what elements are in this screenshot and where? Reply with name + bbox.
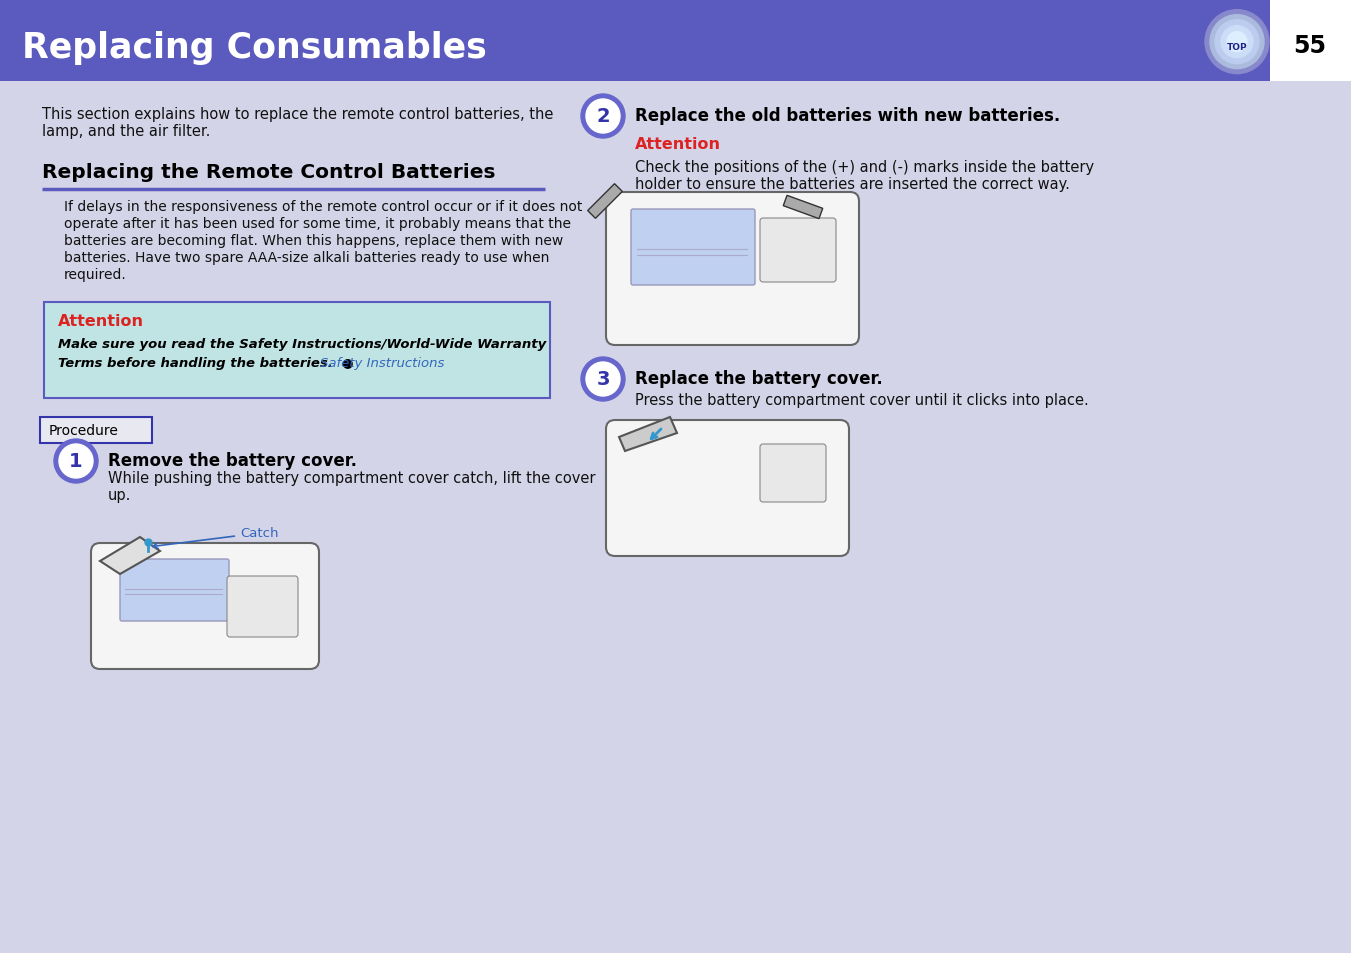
Text: Replacing the Remote Control Batteries: Replacing the Remote Control Batteries — [42, 163, 496, 182]
FancyBboxPatch shape — [41, 417, 153, 443]
Circle shape — [586, 363, 620, 396]
Polygon shape — [784, 196, 823, 219]
Circle shape — [54, 439, 99, 483]
FancyBboxPatch shape — [631, 210, 755, 286]
Bar — [0, 0, 1351, 82]
Circle shape — [1215, 21, 1259, 65]
Text: While pushing the battery compartment cover catch, lift the cover: While pushing the battery compartment co… — [108, 471, 596, 485]
Text: batteries. Have two spare AAA-size alkali batteries ready to use when: batteries. Have two spare AAA-size alkal… — [63, 251, 550, 265]
Text: Check the positions of the (+) and (-) marks inside the battery: Check the positions of the (+) and (-) m… — [635, 160, 1094, 174]
Circle shape — [1221, 27, 1252, 58]
Text: TOP: TOP — [1227, 43, 1247, 52]
Bar — [1270, 0, 1351, 82]
Text: Press the battery compartment cover until it clicks into place.: Press the battery compartment cover unti… — [635, 393, 1089, 408]
Circle shape — [1210, 15, 1265, 70]
Text: 1: 1 — [69, 452, 82, 471]
FancyBboxPatch shape — [761, 444, 825, 502]
Circle shape — [581, 95, 626, 139]
Text: Attention: Attention — [635, 137, 721, 152]
Text: Safety Instructions: Safety Instructions — [320, 356, 444, 370]
Text: Procedure: Procedure — [49, 423, 119, 437]
FancyBboxPatch shape — [91, 543, 319, 669]
FancyBboxPatch shape — [45, 303, 550, 398]
Text: Remove the battery cover.: Remove the battery cover. — [108, 452, 357, 470]
Text: 55: 55 — [1293, 34, 1327, 58]
Circle shape — [581, 357, 626, 401]
Text: Make sure you read the Safety Instructions/World-Wide Warranty: Make sure you read the Safety Instructio… — [58, 337, 546, 351]
Polygon shape — [100, 537, 159, 575]
FancyBboxPatch shape — [761, 219, 836, 283]
Text: Replace the battery cover.: Replace the battery cover. — [635, 370, 882, 388]
Circle shape — [1205, 10, 1269, 74]
Text: operate after it has been used for some time, it probably means that the: operate after it has been used for some … — [63, 216, 571, 231]
Text: up.: up. — [108, 488, 131, 502]
Polygon shape — [588, 185, 623, 219]
Text: Attention: Attention — [58, 314, 145, 329]
Text: Catch: Catch — [153, 527, 278, 549]
Text: 3: 3 — [596, 370, 609, 389]
Text: holder to ensure the batteries are inserted the correct way.: holder to ensure the batteries are inser… — [635, 177, 1070, 192]
FancyBboxPatch shape — [227, 577, 299, 638]
FancyBboxPatch shape — [607, 193, 859, 346]
Text: 2: 2 — [596, 108, 609, 127]
Text: batteries are becoming flat. When this happens, replace them with new: batteries are becoming flat. When this h… — [63, 233, 563, 248]
Circle shape — [586, 100, 620, 133]
Text: lamp, and the air filter.: lamp, and the air filter. — [42, 124, 211, 139]
Text: required.: required. — [63, 268, 127, 282]
Polygon shape — [619, 417, 677, 452]
Text: Replacing Consumables: Replacing Consumables — [22, 30, 486, 65]
FancyBboxPatch shape — [120, 559, 230, 621]
Text: This section explains how to replace the remote control batteries, the: This section explains how to replace the… — [42, 107, 554, 122]
Text: Replace the old batteries with new batteries.: Replace the old batteries with new batte… — [635, 107, 1061, 125]
Text: If delays in the responsiveness of the remote control occur or if it does not: If delays in the responsiveness of the r… — [63, 200, 582, 213]
Circle shape — [59, 444, 93, 478]
Text: Terms before handling the batteries.  ●: Terms before handling the batteries. ● — [58, 356, 354, 370]
Circle shape — [1227, 32, 1247, 52]
FancyBboxPatch shape — [607, 420, 848, 557]
